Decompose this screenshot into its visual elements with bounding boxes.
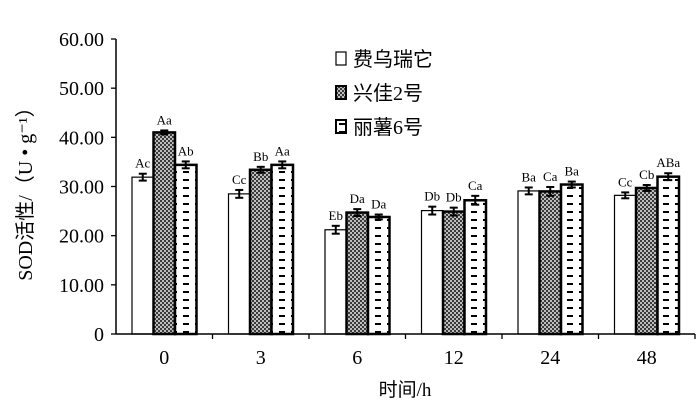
bar bbox=[634, 186, 659, 336]
data-label: Ca bbox=[543, 169, 558, 184]
legend-swatch bbox=[335, 119, 347, 134]
x-axis-title: 时间/h bbox=[379, 379, 432, 401]
data-label: Ba bbox=[565, 164, 580, 179]
bar bbox=[152, 131, 177, 336]
data-label: Da bbox=[350, 191, 365, 206]
y-tick-label: 60.00 bbox=[59, 29, 104, 51]
data-label: Aa bbox=[157, 112, 172, 127]
x-tick-label: 48 bbox=[637, 347, 657, 369]
bar bbox=[173, 163, 198, 336]
data-label: ABa bbox=[656, 155, 680, 170]
axes-layer: 0 3 6 12 24 48 0 10.00 20.00 30.00 40.00 50.00 60.00 bbox=[59, 29, 696, 369]
bar bbox=[420, 209, 444, 335]
data-label: Ac bbox=[135, 156, 150, 171]
bar bbox=[324, 229, 348, 335]
x-tick-label: 12 bbox=[444, 347, 464, 369]
y-tick-label: 10.00 bbox=[59, 275, 104, 297]
y-tick-label: 0 bbox=[94, 324, 104, 346]
bar bbox=[366, 215, 391, 336]
data-label: Da bbox=[371, 197, 386, 212]
bar bbox=[538, 190, 563, 336]
bar bbox=[656, 175, 681, 336]
legend-swatch bbox=[335, 51, 347, 66]
data-label: Db bbox=[446, 190, 462, 205]
data-label: Ca bbox=[468, 178, 483, 193]
bar bbox=[248, 168, 273, 336]
data-label: Db bbox=[424, 189, 440, 204]
bar bbox=[613, 194, 637, 335]
bar bbox=[559, 183, 584, 336]
legend-label: 兴佳2号 bbox=[353, 82, 423, 105]
x-tick-label: 24 bbox=[540, 347, 560, 369]
data-label: Eb bbox=[329, 208, 343, 223]
bar bbox=[345, 211, 370, 336]
data-label: Ab bbox=[178, 143, 194, 158]
x-tick-label: 3 bbox=[256, 347, 266, 369]
y-axis-title: SOD活性/（U • g⁻¹） bbox=[14, 97, 37, 281]
legend-label: 费乌瑞它 bbox=[353, 48, 433, 71]
bar bbox=[270, 163, 295, 336]
bar bbox=[227, 193, 251, 335]
data-label: Aa bbox=[275, 143, 290, 158]
data-label: Cb bbox=[639, 167, 654, 182]
bar bbox=[441, 210, 466, 336]
bar bbox=[517, 190, 541, 335]
x-tick-label: 6 bbox=[352, 347, 362, 369]
data-label: Cc bbox=[618, 174, 633, 189]
data-label: Bb bbox=[253, 149, 268, 164]
bar bbox=[463, 199, 488, 336]
y-tick-label: 20.00 bbox=[59, 226, 104, 248]
y-tick-label: 40.00 bbox=[59, 127, 104, 149]
y-tick-label: 30.00 bbox=[59, 177, 104, 199]
bar bbox=[131, 176, 155, 335]
data-label: Cc bbox=[232, 172, 247, 187]
y-tick-label: 50.00 bbox=[59, 78, 104, 100]
legend-swatch bbox=[335, 85, 347, 100]
legend-label: 丽薯6号 bbox=[353, 116, 423, 139]
x-tick-label: 0 bbox=[159, 347, 169, 369]
data-label: Ba bbox=[522, 169, 537, 184]
